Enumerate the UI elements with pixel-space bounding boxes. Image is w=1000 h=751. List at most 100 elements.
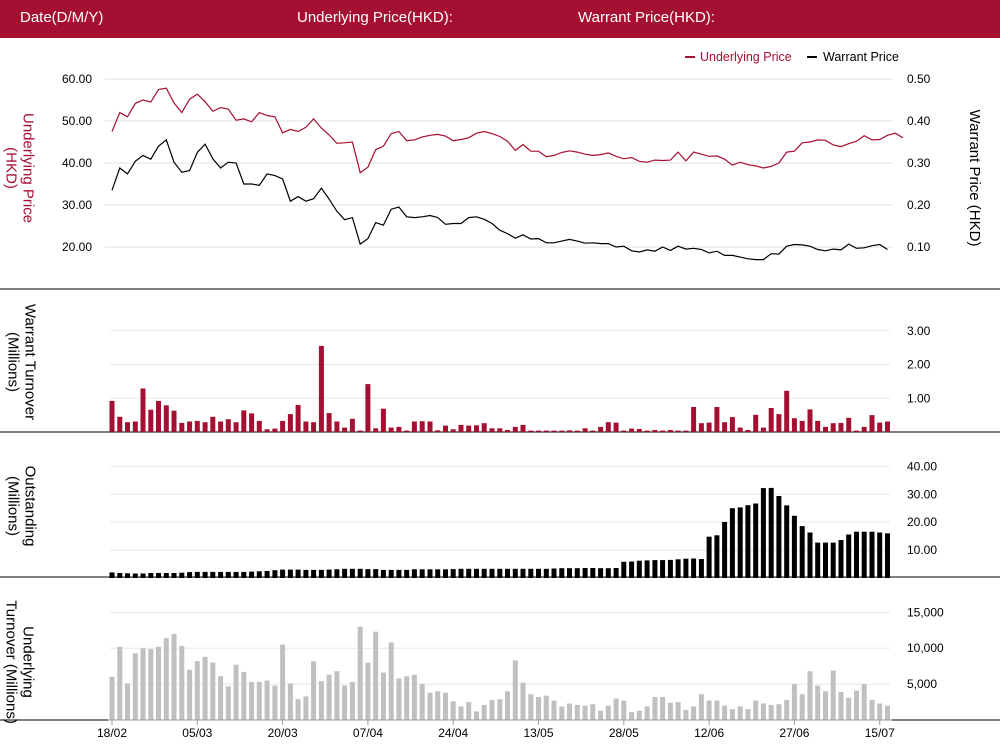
warrant-turnover-bar [443,425,448,432]
underlying-turnover-bar [326,674,332,720]
underlying-turnover-bar [303,696,309,720]
header-bar: Date(D/M/Y) Underlying Price(HKD): Warra… [0,0,1000,38]
outstanding-bar [210,571,216,578]
underlying-turnover-bar [838,692,844,720]
warrant-turnover-bar [683,430,689,432]
outstanding-bar [621,561,627,578]
outstanding-bar [675,559,681,578]
underlying-turnover-bar [854,690,859,720]
underlying-turnover-bar [574,704,580,720]
underlying-turnover-bar [450,701,456,720]
outstanding-bar [799,526,805,578]
underlying-turnover-bar [334,671,340,720]
outstanding-bar [714,535,720,578]
underlying-turnover-bar [815,685,821,720]
underlying-turnover-bar [264,680,270,720]
warrant-turnover-bar [830,423,836,432]
outstanding-bar [784,505,790,578]
warrant-price-label: Warrant Price(HKD): [578,9,715,26]
underlying-turnover-bar [194,661,200,720]
warrant-turnover-bar [877,422,883,433]
underlying-turnover-bar [768,704,774,720]
warrant-turnover-bar [520,424,526,432]
underlying-turnover-bar [745,709,751,720]
outstanding-bar [318,569,324,578]
x-tick-label: 13/05 [524,726,554,740]
outstanding-bar [373,569,379,578]
outstanding-bar [256,571,262,578]
underlying-turnover-bar [567,703,572,720]
outstanding-bar [667,559,673,578]
warrant-turnover-bar [194,420,200,432]
y-left-tick-label: 50.00 [62,114,92,128]
outstanding-bar [543,568,549,578]
outstanding-bar [551,568,557,578]
outstanding-bar [194,571,200,578]
warrant-turnover-bar [675,430,681,432]
outstanding-bar [722,521,728,578]
underlying-turnover-bar [396,678,402,720]
underlying-turnover-bar [698,694,704,720]
underlying-turnover-bar [342,685,348,720]
warrant-turnover-bar [574,430,580,432]
outstanding-bar [287,569,293,578]
underlying-turnover-axis-title-line: Turnover (Millions) [3,600,20,724]
underlying-turnover-bar [667,702,673,720]
underlying-turnover-bar [163,638,169,720]
underlying-turnover-bar [419,684,425,720]
underlying-turnover-bar [466,702,472,720]
outstanding-bar [435,569,441,578]
outstanding-bar [636,560,642,578]
outstanding-bar [295,569,301,578]
warrant-turnover-bar [784,390,790,432]
underlying-turnover-bar [636,710,642,720]
outstanding-bar [311,569,317,578]
warrant-turnover-bar [140,388,146,432]
warrant-turnover-bar [776,414,782,432]
underlying-turnover-bar [869,699,875,720]
warrant-turnover-bar [419,421,425,432]
underlying-turnover-bar [729,709,735,720]
x-tick-label: 24/04 [438,726,468,740]
warrant-turnover-bar [567,430,572,432]
warrant-turnover-bar [241,410,247,432]
warrant-turnover-bar [427,421,433,432]
outstanding-bar [489,568,495,578]
underlying-turnover-bar [629,712,635,720]
y-right-tick-label: 0.10 [907,240,931,254]
underlying-turnover-bar [411,674,417,720]
warrant-turnover-bar [210,416,216,432]
warrant-turnover-bar [404,430,410,432]
underlying-turnover-axis-title-line: Underlying [20,626,37,698]
warrant-turnover-bar [745,430,751,432]
outstanding-bar [536,568,541,578]
outstanding-bar [380,569,386,578]
outstanding-bar [815,542,821,578]
warrant-turnover-bar [691,407,697,432]
warrant-turnover-bar [861,426,867,432]
outstanding-bar [404,569,410,578]
warrant-turnover-bar [768,408,774,432]
outstanding-bar [140,573,146,578]
outstanding-bar [202,571,208,578]
outstanding-bar [187,572,193,578]
underlying-turnover-bar [311,661,317,720]
underlying-turnover-bar [520,682,526,720]
outstanding-bar [474,568,479,578]
warrant-turnover-bar [342,427,348,432]
y-left-axis-title-line: Underlying Price [20,113,37,223]
warrant-turnover-bar [706,422,712,433]
warrant-turnover-bar [474,425,479,433]
x-tick-label: 07/04 [353,726,383,740]
underlying-turnover-bar [877,703,883,720]
underlying-turnover-bar [109,676,115,720]
outstanding-bar [877,532,883,578]
warrant-turnover-bar [636,429,642,432]
warrant-turnover-tick-label: 2.00 [907,358,931,372]
underlying-turnover-bar [373,631,379,720]
outstanding-bar [357,568,363,578]
outstanding-bar [861,531,867,578]
underlying-turnover-bar [287,683,293,720]
underlying-turnover-bar [776,704,782,720]
underlying-turnover-bar [807,671,813,720]
